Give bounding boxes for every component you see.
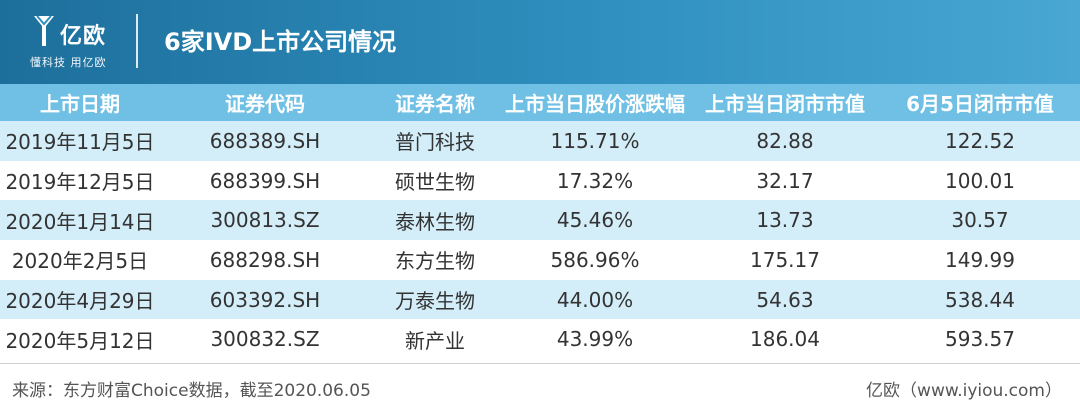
- cell-first-day-market-cap: 13.73: [756, 208, 814, 233]
- cell-first-day-market-cap: 54.63: [756, 287, 814, 312]
- cell-stock-code: 688389.SH: [209, 128, 321, 153]
- cell-first-day-change: 43.99%: [556, 327, 634, 352]
- table-row: 2020年4月29日 603392.SH 万泰生物 44.00% 54.63 5…: [0, 279, 1080, 320]
- cell-stock-code: 300813.SZ: [210, 208, 320, 233]
- cell-listing-date: 2020年4月29日: [5, 289, 155, 314]
- footer-divider: [0, 363, 1080, 364]
- cell-june5-market-cap: 149.99: [945, 247, 1015, 272]
- cell-june5-market-cap: 593.57: [945, 327, 1015, 352]
- logo-icon: [34, 15, 54, 46]
- cell-first-day-change: 115.71%: [550, 128, 640, 153]
- source-note: 来源：东方财富Choice数据，截至2020.06.05: [12, 381, 371, 401]
- cell-stock-code: 603392.SH: [209, 287, 321, 312]
- cell-first-day-market-cap: 32.17: [756, 168, 814, 193]
- cell-june5-market-cap: 122.52: [945, 128, 1015, 153]
- cell-june5-market-cap: 30.57: [951, 208, 1009, 233]
- cell-first-day-change: 45.46%: [556, 208, 634, 233]
- cell-listing-date: 2020年5月12日: [5, 328, 155, 353]
- column-header: 证券代码: [225, 92, 305, 116]
- table-header-row: 上市日期 证券代码 证券名称 上市当日股价涨跌幅 上市当日闭市市值 6月5日闭市…: [0, 84, 1080, 121]
- table-row: 2019年12月5日 688399.SH 硕世生物 17.32% 32.17 1…: [0, 160, 1080, 201]
- cell-listing-date: 2019年11月5日: [5, 130, 155, 155]
- column-header: 上市当日闭市市值: [705, 92, 865, 116]
- header-divider: [136, 14, 138, 68]
- cell-first-day-change: 586.96%: [550, 247, 640, 272]
- cell-first-day-market-cap: 82.88: [756, 128, 814, 153]
- cell-first-day-market-cap: 175.17: [750, 247, 820, 272]
- credit-note: 亿欧（www.iyiou.com）: [866, 381, 1062, 401]
- logo-slogan: 懂科技 用亿欧: [30, 56, 107, 69]
- cell-stock-name: 新产业: [405, 328, 465, 353]
- column-header: 证券名称: [395, 92, 475, 116]
- table-row: 2020年2月5日 688298.SH 东方生物 586.96% 175.17 …: [0, 240, 1080, 280]
- cell-june5-market-cap: 100.01: [945, 168, 1015, 193]
- column-header: 上市当日股价涨跌幅: [505, 92, 685, 116]
- cell-first-day-change: 17.32%: [556, 168, 634, 193]
- cell-listing-date: 2020年2月5日: [11, 249, 149, 274]
- page-title: 6家IVD上市公司情况: [164, 28, 397, 56]
- cell-listing-date: 2019年12月5日: [5, 170, 155, 195]
- cell-stock-name: 万泰生物: [395, 289, 475, 314]
- cell-listing-date: 2020年1月14日: [5, 209, 155, 234]
- table-row: 2020年1月14日 300813.SZ 泰林生物 45.46% 13.73 3…: [0, 200, 1080, 241]
- table-row: 2020年5月12日 300832.SZ 新产业 43.99% 186.04 5…: [0, 319, 1080, 360]
- logo-name: 亿欧: [60, 24, 107, 49]
- cell-stock-code: 300832.SZ: [210, 327, 320, 352]
- cell-stock-code: 688298.SH: [209, 247, 321, 272]
- cell-stock-name: 东方生物: [395, 249, 475, 274]
- column-header: 上市日期: [40, 92, 120, 116]
- cell-first-day-market-cap: 186.04: [750, 327, 820, 352]
- table-row: 2019年11月5日 688389.SH 普门科技 115.71% 82.88 …: [0, 121, 1080, 161]
- cell-stock-name: 硕世生物: [395, 170, 475, 195]
- data-table: 上市日期 证券代码 证券名称 上市当日股价涨跌幅 上市当日闭市市值 6月5日闭市…: [0, 84, 1080, 360]
- cell-first-day-change: 44.00%: [556, 287, 634, 312]
- cell-stock-name: 泰林生物: [395, 209, 475, 234]
- cell-june5-market-cap: 538.44: [945, 287, 1015, 312]
- brand-logo: 亿欧 懂科技 用亿欧: [22, 10, 122, 72]
- header-banner: 亿欧 懂科技 用亿欧 6家IVD上市公司情况: [0, 0, 1080, 84]
- cell-stock-name: 普门科技: [395, 130, 475, 155]
- cell-stock-code: 688399.SH: [209, 168, 321, 193]
- column-header: 6月5日闭市市值: [906, 92, 1054, 116]
